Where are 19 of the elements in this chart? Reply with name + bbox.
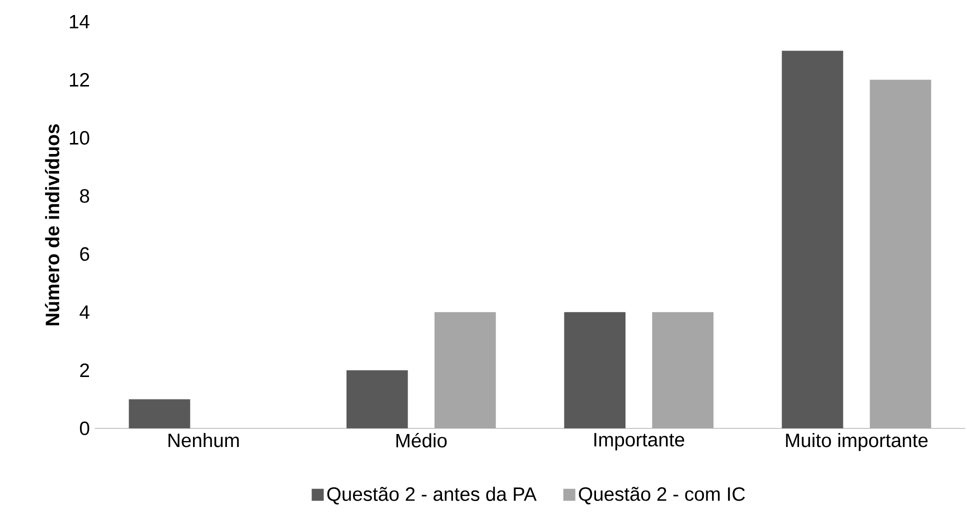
y-tick-label: 4 [80, 305, 90, 319]
y-tick-label: 14 [70, 15, 90, 28]
bar [564, 312, 626, 428]
bar [128, 399, 190, 428]
x-tick-label: Importante [594, 433, 684, 450]
y-tick-label: 8 [80, 189, 90, 203]
x-tick-label: Muito importante [786, 433, 928, 452]
legend-label: Questão 2 - antes da PA [327, 486, 537, 504]
y-tick-label: 0 [80, 421, 90, 436]
y-tick-label: 2 [80, 363, 89, 377]
y-tick-label: 6 [80, 247, 90, 261]
legend-label: Questão 2 - com IC [578, 486, 745, 504]
bar [782, 50, 844, 428]
x-tick-label: Nenhum [168, 433, 239, 448]
y-axis-title: Número de indivíduos [44, 124, 60, 326]
y-tick-label: 12 [70, 72, 89, 87]
x-tick-label: Médio [396, 433, 447, 448]
y-tick-label: 10 [70, 130, 90, 145]
bar [346, 370, 408, 428]
